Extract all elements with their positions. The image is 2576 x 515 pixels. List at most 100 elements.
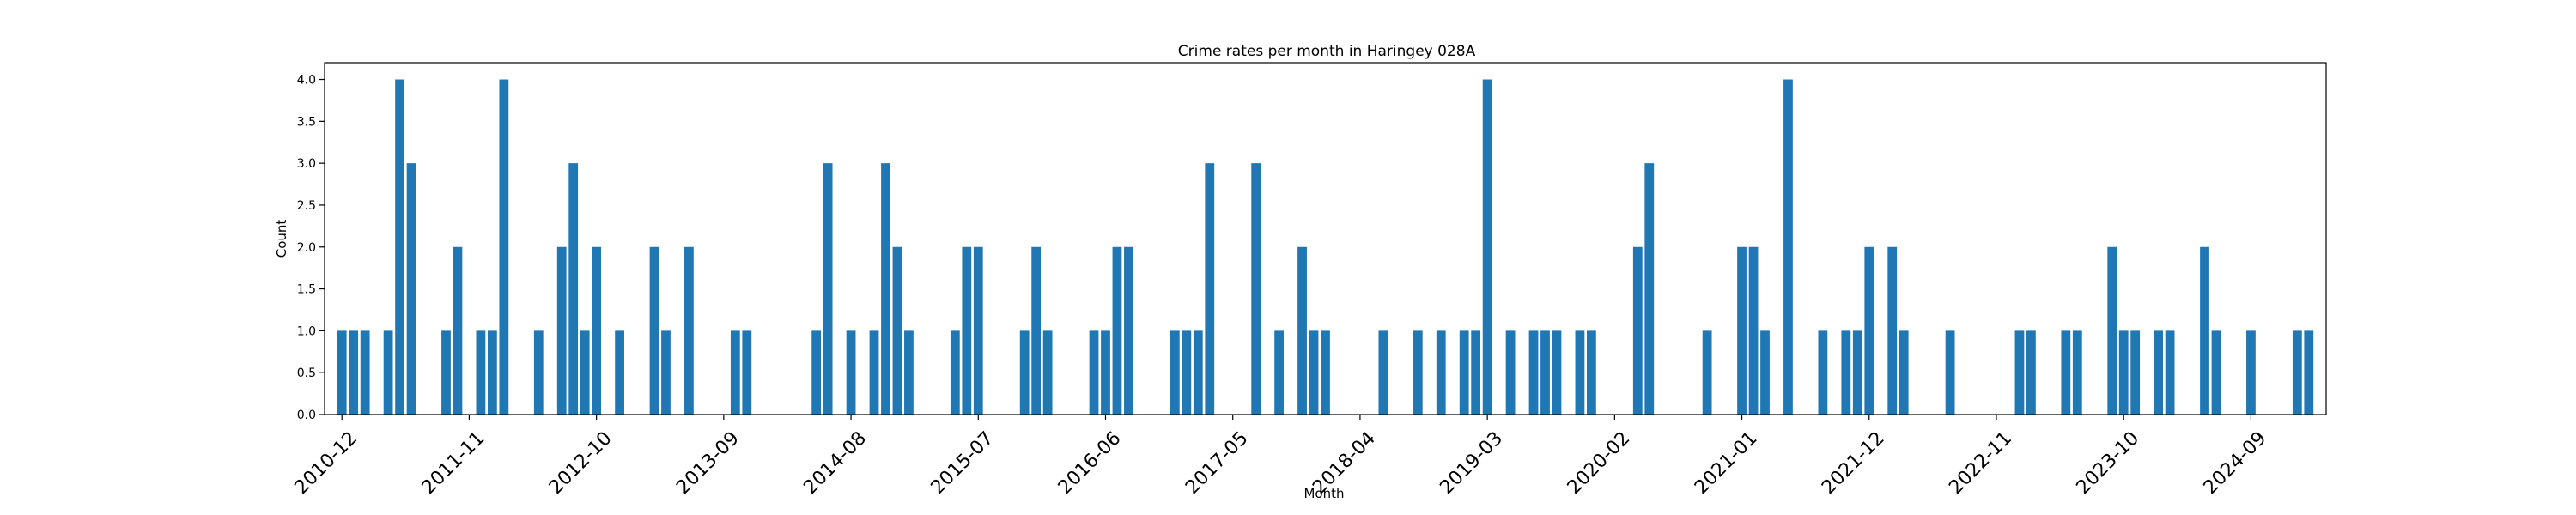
bar-2019-09 bbox=[1552, 330, 1562, 415]
bar-2022-02 bbox=[1887, 246, 1898, 415]
bar-2012-07 bbox=[556, 246, 567, 415]
x-tick-label: 2012-10 bbox=[545, 427, 617, 499]
bar-2012-10 bbox=[592, 246, 602, 415]
bar-2024-05 bbox=[2200, 246, 2209, 415]
bar-2010-12 bbox=[337, 330, 347, 415]
bar-2011-09 bbox=[441, 330, 451, 415]
bar-2023-05 bbox=[2061, 330, 2071, 415]
bar-2023-06 bbox=[2072, 330, 2082, 415]
bar-2012-12 bbox=[615, 330, 624, 415]
bar-2017-03 bbox=[1205, 163, 1215, 415]
bar-2023-01 bbox=[2014, 330, 2025, 415]
bar-2016-07 bbox=[1112, 246, 1122, 415]
bar-2024-06 bbox=[2211, 330, 2221, 415]
x-tick-label: 2015-07 bbox=[927, 427, 999, 499]
bar-2014-08 bbox=[846, 330, 856, 415]
y-tick-label: 4.0 bbox=[297, 74, 316, 88]
bar-2015-12 bbox=[1031, 246, 1042, 415]
x-tick-label: 2013-09 bbox=[672, 427, 744, 499]
bar-2021-08 bbox=[1818, 330, 1828, 415]
x-tick-label: 2017-05 bbox=[1182, 427, 1253, 499]
bar-2020-04 bbox=[1632, 246, 1643, 415]
bar-2017-07 bbox=[1251, 163, 1261, 415]
bar-2013-04 bbox=[661, 330, 671, 415]
bar-2023-10 bbox=[2118, 330, 2129, 415]
bar-2012-01 bbox=[487, 330, 497, 415]
bar-2011-10 bbox=[453, 246, 463, 415]
bar-2019-01 bbox=[1459, 330, 1469, 415]
bar-2011-05 bbox=[395, 79, 404, 415]
bar-2013-11 bbox=[742, 330, 752, 415]
x-tick-label: 2016-06 bbox=[1054, 427, 1126, 499]
plot-frame bbox=[324, 62, 2327, 415]
bar-2018-09 bbox=[1413, 330, 1423, 415]
bar-2014-06 bbox=[823, 163, 833, 415]
bar-2015-01 bbox=[904, 330, 914, 415]
x-tick-label: 2024-09 bbox=[2200, 427, 2271, 499]
x-tick-label: 2010-12 bbox=[291, 427, 362, 499]
bar-2014-05 bbox=[811, 330, 822, 415]
bar-2017-11 bbox=[1297, 246, 1307, 415]
bar-2012-02 bbox=[499, 79, 509, 415]
bar-2018-01 bbox=[1321, 330, 1330, 415]
bar-2023-11 bbox=[2130, 330, 2141, 415]
bar-2017-01 bbox=[1182, 330, 1192, 415]
y-axis: 0.0 0.5 1.0 1.5 2.0 2.5 3.0 3.5 4.0 bbox=[297, 74, 325, 422]
bar-2021-01 bbox=[1737, 246, 1747, 415]
x-tick-label: 2021-12 bbox=[1818, 427, 1889, 499]
bar-2019-07 bbox=[1528, 330, 1539, 415]
x-tick-label: 2022-11 bbox=[1945, 427, 2016, 499]
bar-2016-12 bbox=[1170, 330, 1180, 415]
bar-2021-02 bbox=[1748, 246, 1759, 415]
bar-2013-03 bbox=[649, 246, 659, 415]
bar-2016-06 bbox=[1101, 330, 1110, 415]
bars-group bbox=[337, 79, 2314, 415]
y-tick-label: 2.0 bbox=[297, 241, 316, 255]
bar-2012-09 bbox=[580, 330, 590, 415]
x-tick-label: 2019-03 bbox=[1436, 427, 1507, 499]
bar-2024-01 bbox=[2154, 330, 2164, 415]
bar-2019-08 bbox=[1540, 330, 1550, 415]
bar-2021-12 bbox=[1864, 246, 1874, 415]
bar-2014-12 bbox=[892, 246, 902, 415]
bar-2021-05 bbox=[1783, 79, 1793, 415]
bar-2011-02 bbox=[360, 330, 370, 415]
bar-2022-03 bbox=[1899, 330, 1909, 415]
bar-2021-11 bbox=[1852, 330, 1862, 415]
bar-2024-09 bbox=[2246, 330, 2256, 415]
y-axis-label: Count bbox=[274, 220, 289, 258]
x-axis: 2010-12 2011-11 2012-10 2013-09 2014-08 2015-… bbox=[291, 415, 2271, 499]
x-tick-label: 2021-01 bbox=[1691, 427, 1762, 499]
x-tick-label: 2020-02 bbox=[1564, 427, 1635, 499]
bar-2020-05 bbox=[1644, 163, 1655, 415]
chart-title: Crime rates per month in Haringey 028A bbox=[1178, 43, 1476, 60]
bar-2017-02 bbox=[1193, 330, 1203, 415]
bar-2019-12 bbox=[1587, 330, 1596, 415]
bar-2018-06 bbox=[1378, 330, 1388, 415]
bar-2011-06 bbox=[406, 163, 416, 415]
bar-2017-09 bbox=[1274, 330, 1284, 415]
bar-2022-07 bbox=[1945, 330, 1955, 415]
y-tick-label: 1.0 bbox=[297, 324, 316, 338]
bar-2023-02 bbox=[2026, 330, 2036, 415]
x-tick-label: 2011-11 bbox=[418, 427, 489, 499]
bar-2019-05 bbox=[1505, 330, 1516, 415]
bar-2016-01 bbox=[1042, 330, 1053, 415]
y-tick-label: 2.5 bbox=[297, 199, 316, 213]
bar-2019-02 bbox=[1471, 330, 1481, 415]
bar-2011-01 bbox=[349, 330, 359, 415]
y-tick-label: 3.0 bbox=[297, 157, 316, 171]
bar-2015-05 bbox=[950, 330, 960, 415]
y-tick-label: 0.5 bbox=[297, 367, 316, 380]
bar-2011-04 bbox=[383, 330, 393, 415]
x-tick-label: 2014-08 bbox=[799, 427, 871, 499]
bar-2019-11 bbox=[1575, 330, 1585, 415]
bar-2025-02 bbox=[2304, 330, 2314, 415]
bar-2013-06 bbox=[684, 246, 694, 415]
bar-2016-05 bbox=[1089, 330, 1099, 415]
bar-2019-03 bbox=[1482, 79, 1492, 415]
bar-2012-08 bbox=[568, 163, 579, 415]
bar-2012-05 bbox=[533, 330, 544, 415]
y-tick-label: 1.5 bbox=[297, 283, 316, 297]
